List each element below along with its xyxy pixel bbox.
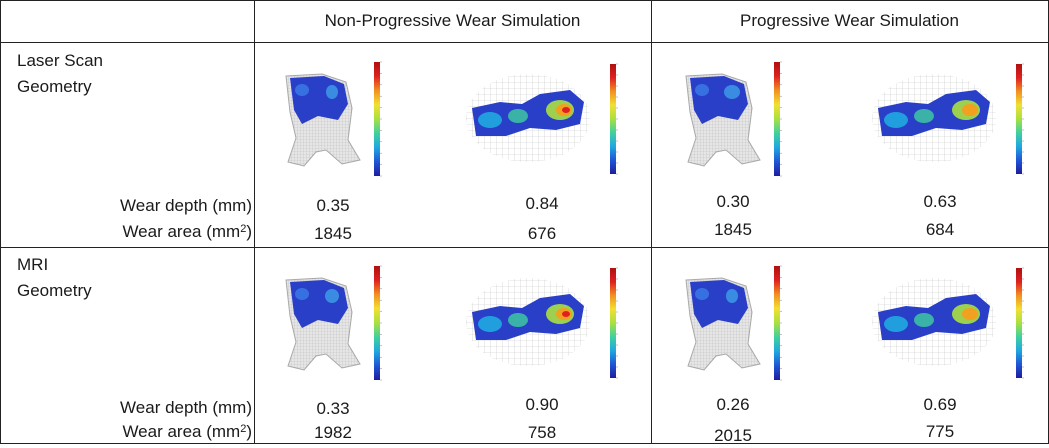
wear-depth-label: Wear depth (mm) [120,398,252,417]
depth-value: 0.26 [716,395,750,414]
table-left-border [0,0,1,444]
depth-value: 0.30 [716,192,750,211]
wear-area-label-text: Wear area (mm [122,222,241,241]
area-value: 1845 [714,220,752,239]
wear-area-label: Wear area (mm2) [0,220,252,244]
condition-column-divider [651,0,652,444]
row-title-line1: Laser Scan [17,51,103,70]
row-title-line2: Geometry [17,77,92,96]
colorbar [610,64,616,174]
wear-map-tibial-1 [460,58,626,186]
area-value: 676 [527,224,557,243]
area-value: 1982 [314,423,352,442]
row-title-laser-scan: Laser Scan Geometry [17,48,103,100]
row-title-line1: MRI [17,255,49,274]
colorbar [1016,268,1022,378]
area-value: 1845 [314,224,352,243]
colorbar [610,268,616,378]
wear-area-label-close: ) [246,422,252,441]
wear-area-label-close: ) [246,222,252,241]
depth-value: 0.69 [923,395,957,414]
colorbar [774,266,780,380]
header-progressive: Progressive Wear Simulation [740,11,959,30]
depth-value: 0.84 [525,194,559,213]
colorbar [374,266,380,380]
depth-value: 0.33 [316,399,350,418]
header-non-progressive: Non-Progressive Wear Simulation [324,11,581,30]
colorbar [774,62,780,176]
wear-map-femoral-1 [276,58,396,186]
wear-area-exponent: 2 [240,423,247,435]
label-column-divider [254,0,255,444]
area-value: 775 [925,422,955,441]
table-top-border [0,0,1049,1]
wear-map-tibial-2 [866,58,1032,186]
wear-area-label-text: Wear area (mm [122,422,241,441]
area-value: 758 [527,423,557,442]
depth-value: 0.35 [316,196,350,215]
wear-map-tibial-4 [866,262,1032,390]
wear-map-tibial-3 [460,262,626,390]
wear-area-exponent: 2 [240,223,247,235]
header-divider [0,42,1049,43]
depth-value: 0.63 [923,192,957,211]
wear-area-label: Wear area (mm2) [0,420,252,444]
row-title-line2: Geometry [17,281,92,300]
depth-value: 0.90 [525,395,559,414]
area-value: 684 [925,220,955,239]
row-divider [0,247,1049,248]
wear-depth-label: Wear depth (mm) [120,196,252,215]
colorbar [374,62,380,176]
wear-map-femoral-3 [276,262,396,390]
wear-map-femoral-4 [676,262,796,390]
colorbar [1016,64,1022,174]
wear-map-femoral-2 [676,58,796,186]
area-value: 2015 [714,426,752,445]
row-title-mri: MRI Geometry [17,252,92,304]
